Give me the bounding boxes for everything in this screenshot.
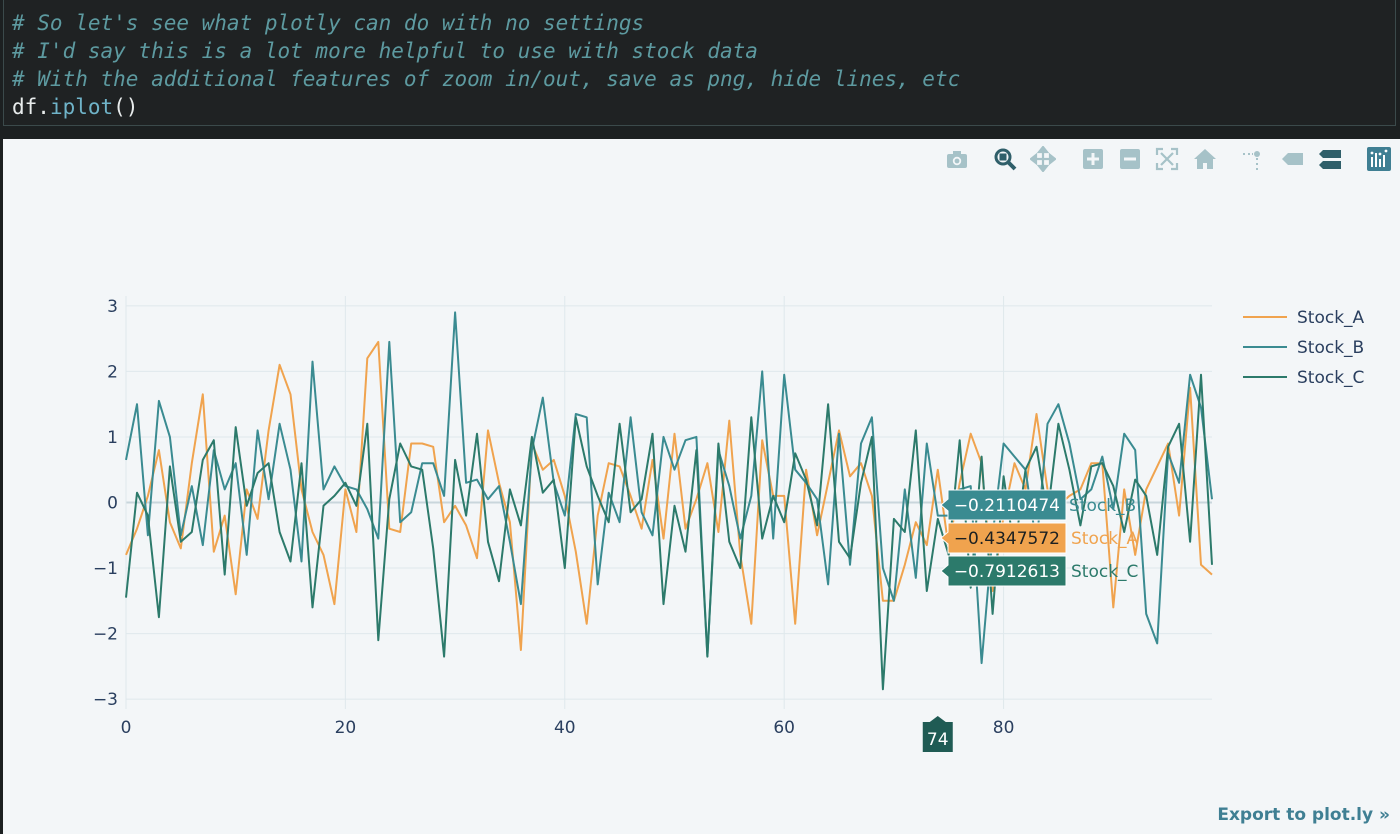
y-tick-label: 3 (107, 297, 118, 317)
x-tick-label: 80 (993, 718, 1015, 738)
legend-label: Stock_B (1297, 338, 1364, 358)
hover-x-label: 74 (927, 730, 949, 750)
hover-series-name: Stock_B (1069, 496, 1136, 516)
code-args: () (113, 95, 139, 119)
home-icon[interactable] (1192, 146, 1218, 172)
hover-value-box (940, 555, 1067, 587)
y-tick-label: 2 (107, 362, 118, 382)
zoom-in-icon[interactable] (1080, 146, 1106, 172)
code-comment-line: # With the additional features of zoom i… (12, 67, 961, 91)
hover-closest-icon[interactable] (1279, 146, 1305, 172)
y-tick-label: 1 (107, 428, 118, 448)
y-tick-label: −1 (93, 559, 118, 579)
plot-modebar (0, 142, 1400, 176)
hover-value-box (940, 522, 1067, 554)
legend-label: Stock_A (1297, 308, 1365, 328)
zoom-icon[interactable] (992, 146, 1018, 172)
series-line-stock-a (125, 340, 1213, 651)
plotly-logo-icon[interactable] (1366, 146, 1392, 172)
autoscale-icon[interactable] (1154, 146, 1180, 172)
hover-series-name: Stock_A (1071, 529, 1139, 549)
x-tick-label: 40 (554, 718, 576, 738)
hover-value-label: −0.7912613 (954, 562, 1060, 582)
camera-icon[interactable] (944, 146, 970, 172)
code-function: iplot (49, 95, 114, 119)
spike-lines-icon[interactable] (1241, 146, 1267, 172)
hover-value-label: −0.4347572 (954, 529, 1060, 549)
export-to-plotly-link[interactable]: Export to plot.ly » (1217, 805, 1390, 825)
y-tick-label: −2 (93, 625, 118, 645)
hover-series-name: Stock_C (1071, 562, 1138, 582)
x-tick-label: 0 (121, 718, 132, 738)
x-tick-label: 20 (335, 718, 357, 738)
hover-value-box (940, 489, 1067, 521)
hover-value-label: −0.2110474 (954, 496, 1060, 516)
y-tick-label: −3 (93, 690, 118, 710)
zoom-out-icon[interactable] (1117, 146, 1143, 172)
code-statement: df.iplot() (12, 93, 138, 121)
x-tick-label: 60 (773, 718, 795, 738)
pan-icon[interactable] (1030, 146, 1056, 172)
legend-label: Stock_C (1297, 368, 1364, 388)
code-comment-line: # I'd say this is a lot more helpful to … (12, 39, 758, 63)
series-line-stock-c (125, 373, 1213, 691)
code-cell[interactable]: # So let's see what plotly can do with n… (3, 0, 1396, 126)
y-tick-label: 0 (107, 494, 118, 514)
hover-compare-icon[interactable] (1317, 146, 1343, 172)
code-object: df. (12, 95, 50, 119)
code-comment-line: # So let's see what plotly can do with n… (12, 11, 645, 35)
hover-x-label-box (922, 716, 953, 752)
